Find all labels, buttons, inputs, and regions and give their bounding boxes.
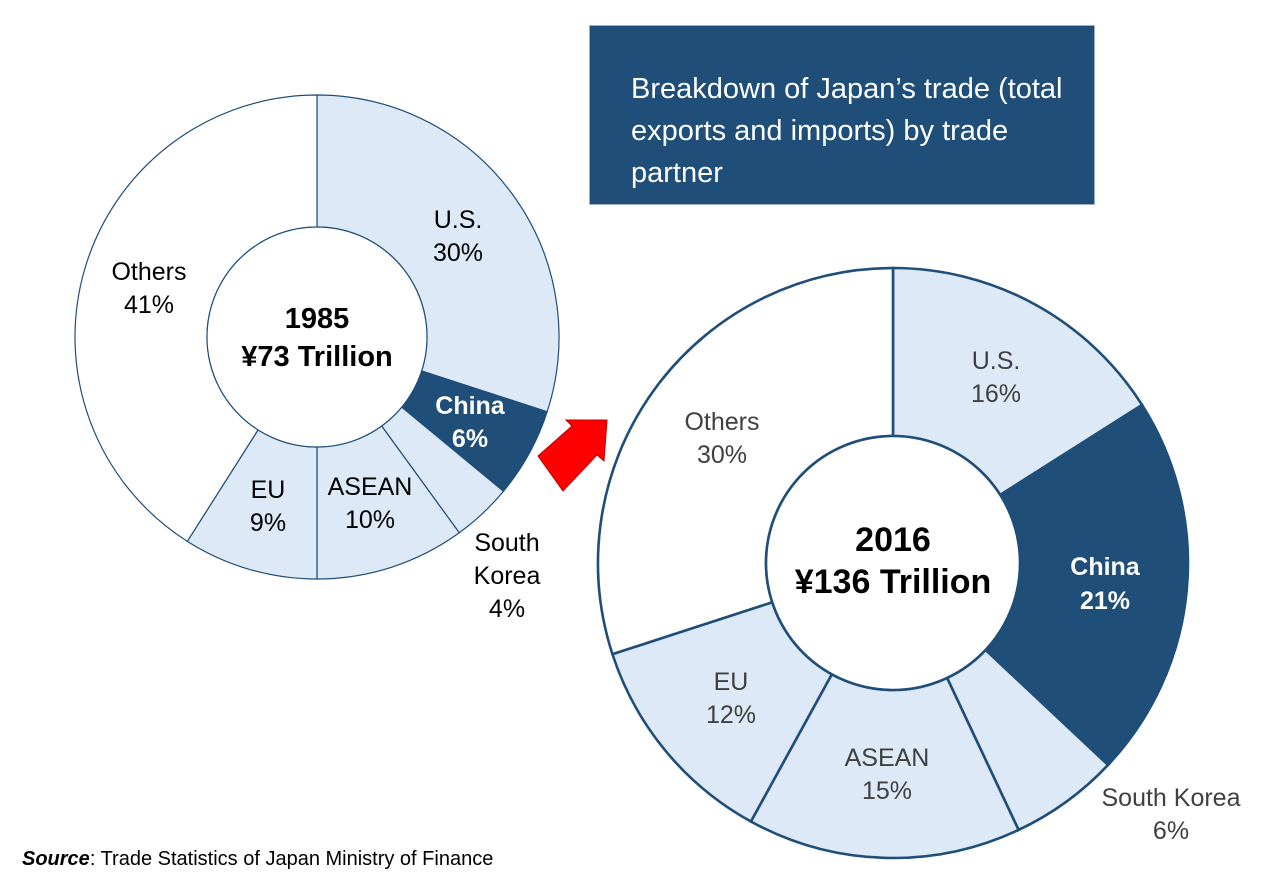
value-label-1985-eu: 9% [250, 509, 286, 537]
donut-hole-1985 [206, 226, 428, 448]
value-label-1985-u-s: 30% [433, 239, 483, 267]
value-label-2016-eu: 12% [706, 701, 756, 729]
value-label-1985-others: 41% [124, 291, 174, 319]
value-label-1985-south-korea: 4% [489, 595, 525, 623]
chart-title: Breakdown of Japan’s trade (total export… [631, 73, 1063, 189]
center-year-1985: 1985 [285, 303, 350, 335]
donut-chart-2016: 2016 ¥136 Trillion U.S. 16% China 21% South Ko… [596, 266, 1241, 860]
donut-chart-1985: 1985 ¥73 Trillion U.S. 30% China 6% South Korea… [74, 94, 560, 623]
value-label-2016-u-s: 16% [971, 380, 1021, 408]
category-label-2016-others: Others [684, 408, 759, 436]
source-separator: : [89, 848, 96, 870]
category-label-1985-south-korea: South [474, 529, 539, 557]
value-label-2016-others: 30% [697, 441, 747, 469]
center-total-2016: ¥136 Trillion [795, 563, 992, 601]
center-year-2016: 2016 [855, 521, 931, 559]
chart-title-box: Breakdown of Japan’s trade (total export… [589, 25, 1095, 205]
source-label: Source [22, 848, 90, 870]
value-label-2016-china: 21% [1080, 587, 1130, 615]
source-text: Trade Statistics of Japan Ministry of Fi… [95, 848, 494, 870]
value-label-2016-south-korea: 6% [1153, 817, 1189, 845]
category-label-2016-u-s: U.S. [972, 347, 1021, 375]
donut-hole-2016 [764, 434, 1022, 692]
source-note: Source: Trade Statistics of Japan Minist… [22, 848, 493, 871]
category-label-1985-others: Others [111, 258, 186, 286]
category-label-1985-eu: EU [251, 476, 286, 504]
category-label-2016-eu: EU [714, 668, 749, 696]
value-label-1985-china: 6% [452, 425, 488, 453]
category-label-2016-south-korea: South Korea [1102, 784, 1241, 812]
center-total-1985: ¥73 Trillion [241, 341, 393, 373]
value-label-1985-asean: 10% [345, 506, 395, 534]
category-label-1985-asean: ASEAN [328, 473, 413, 501]
category-label-2016-asean: ASEAN [845, 744, 930, 772]
category-label-1985-u-s: U.S. [434, 206, 483, 234]
category-label-1985-south-korea: Korea [474, 562, 541, 590]
value-label-2016-asean: 15% [862, 777, 912, 805]
category-label-1985-china: China [435, 392, 506, 420]
category-label-2016-china: China [1070, 553, 1141, 581]
transition-arrow-icon [537, 419, 608, 492]
